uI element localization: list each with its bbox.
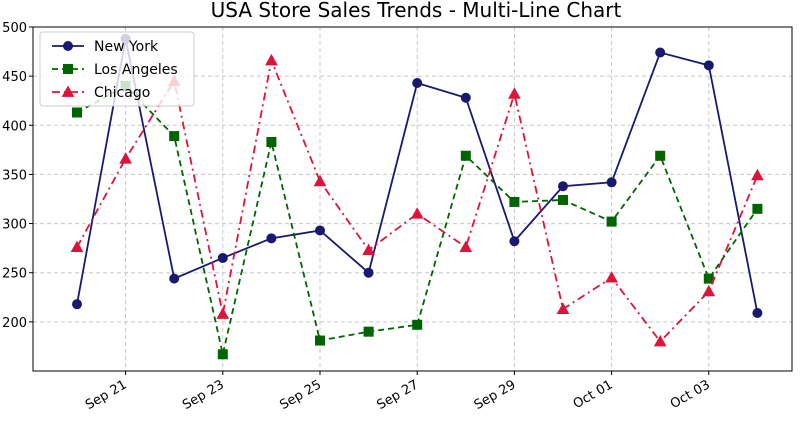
data-point-chicago: [265, 53, 278, 66]
data-point-chicago: [508, 87, 521, 99]
data-point-chicago: [751, 168, 764, 181]
x-tick-label: Sep 23: [180, 377, 227, 413]
y-tick-label: 250: [2, 267, 27, 282]
y-tick-label: 300: [2, 218, 27, 233]
data-point-los-angeles: [460, 150, 471, 161]
y-tick-label: 350: [2, 168, 27, 183]
data-point-chicago: [702, 284, 716, 297]
data-point-new-york: [558, 181, 568, 192]
data-point-chicago: [410, 207, 424, 219]
data-point-new-york: [703, 60, 714, 71]
data-point-los-angeles: [509, 196, 520, 207]
data-point-new-york: [72, 299, 82, 310]
data-point-chicago: [459, 240, 473, 253]
data-point-chicago: [556, 302, 570, 314]
data-point-new-york: [460, 92, 471, 103]
data-point-chicago: [119, 152, 132, 164]
series-new-york: [72, 33, 763, 319]
legend-label-chicago: Chicago: [94, 85, 150, 101]
data-point-los-angeles: [558, 194, 568, 205]
x-tick-label: Oct 01: [571, 377, 616, 412]
x-tick-label: Sep 27: [375, 377, 422, 413]
data-point-chicago: [70, 240, 84, 253]
data-point-new-york: [509, 236, 520, 247]
data-point-chicago: [216, 307, 230, 319]
data-point-chicago: [313, 174, 327, 187]
x-tick-label: Sep 29: [472, 377, 519, 413]
y-tick-label: 200: [2, 316, 27, 331]
legend: New York Los Angeles Chicago: [39, 31, 195, 107]
data-point-los-angeles: [72, 107, 82, 118]
data-point-new-york: [217, 252, 228, 263]
data-point-new-york: [266, 233, 277, 244]
data-point-new-york: [315, 225, 325, 236]
data-point-los-angeles: [752, 203, 763, 214]
plot-frame: [32, 26, 793, 372]
data-point-new-york: [412, 78, 423, 89]
y-tick-label: 450: [2, 70, 27, 85]
legend-marker-chicago: [61, 85, 75, 97]
legend-label-new-york: New York: [94, 39, 159, 55]
legend-marker-new-york: [63, 41, 73, 51]
chart-title: USA Store Sales Trends - Multi-Line Char…: [211, 0, 622, 22]
legend-box: [39, 31, 195, 107]
data-point-los-angeles: [655, 150, 666, 161]
series-layer: [70, 33, 764, 360]
data-point-los-angeles: [412, 319, 423, 330]
data-point-los-angeles: [315, 335, 325, 346]
data-point-los-angeles: [169, 131, 180, 142]
x-tick-label: Sep 25: [277, 377, 324, 413]
legend-label-los-angeles: Los Angeles: [94, 62, 178, 78]
data-point-los-angeles: [606, 216, 617, 227]
x-tick-label: Oct 03: [668, 377, 713, 412]
data-point-los-angeles: [266, 136, 277, 147]
data-point-new-york: [655, 47, 666, 58]
y-tick-label: 400: [2, 119, 27, 134]
legend-marker-los-angeles: [63, 64, 73, 74]
data-point-chicago: [605, 271, 618, 283]
data-point-chicago: [653, 334, 667, 347]
data-point-new-york: [169, 273, 180, 284]
data-point-los-angeles: [217, 349, 228, 360]
data-point-chicago: [362, 243, 375, 256]
data-point-new-york: [363, 267, 374, 278]
data-point-new-york: [752, 308, 763, 319]
data-point-new-york: [606, 177, 617, 188]
x-tick-label: Sep 21: [83, 377, 130, 413]
data-point-los-angeles: [363, 326, 374, 337]
series-line-chicago: [76, 57, 759, 343]
y-tick-label: 500: [2, 21, 27, 36]
